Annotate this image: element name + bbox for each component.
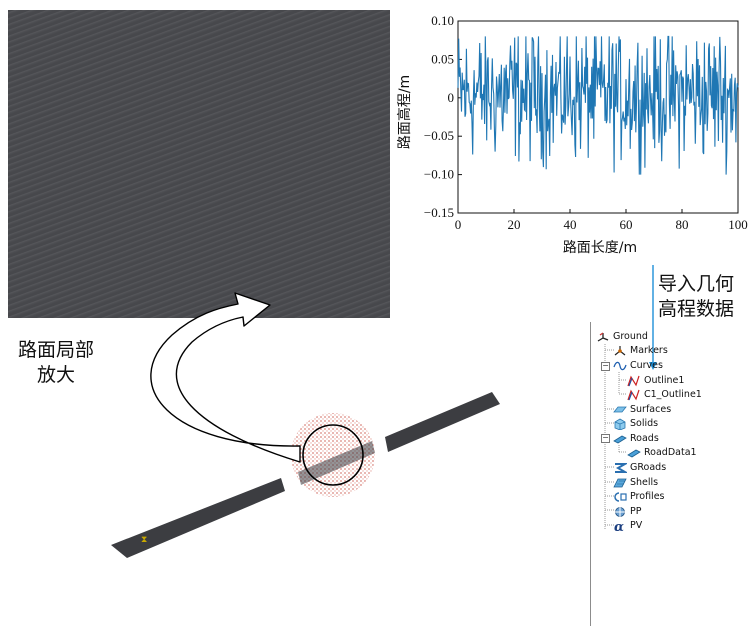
import-caption-line2: 高程数据 [658, 298, 735, 320]
y-tick-label: 0.05 [431, 51, 454, 66]
y-tick-label: −0.10 [424, 167, 454, 182]
tree-label: Ground [613, 331, 648, 342]
roads-expander[interactable]: − [601, 433, 610, 443]
tree-item-outline1[interactable]: Outline1 [627, 374, 684, 387]
outline-icon [627, 389, 640, 400]
zoom-caption-line2: 放大 [36, 364, 75, 386]
tree-item-groads[interactable]: GRoads [613, 461, 666, 474]
tree-label: GRoads [630, 462, 667, 473]
chart-ticks: 0.100.050−0.05−0.10−0.150 20 40 60 80 100 [424, 13, 748, 232]
road-segment-middle [298, 441, 375, 485]
y-axis-label: 路面高程/m [396, 75, 413, 149]
tree-item-pp[interactable]: PP [613, 505, 641, 518]
pp-icon [615, 506, 625, 517]
surfaces-icon [613, 406, 627, 412]
import-caption: 导入几何 高程数据 [658, 272, 750, 322]
tree-item-curves[interactable]: Curves [613, 359, 663, 372]
road-data-icon [627, 449, 641, 457]
y-tick-label: 0 [448, 90, 455, 105]
y-tick-label: −0.15 [424, 205, 454, 220]
outline-icon [627, 375, 640, 386]
tree-item-roads[interactable]: Roads [613, 432, 659, 445]
roads-icon [613, 435, 627, 443]
tree-item-roaddata1[interactable]: RoadData1 [627, 446, 697, 459]
x-axis-label: 路面长度/m [563, 240, 637, 256]
import-arrow-head [649, 362, 657, 370]
shells-icon [613, 478, 627, 487]
tree-item-profiles[interactable]: Profiles [613, 490, 665, 503]
chart-axes [457, 20, 739, 214]
tree-label: Shells [630, 477, 659, 488]
tree-label: PV [630, 520, 643, 531]
marker-glyph: ⧗ [141, 535, 147, 545]
tree-label: Surfaces [630, 404, 672, 415]
tree-label: Markers [630, 345, 668, 356]
elevation-chart: 0.100.050−0.05−0.10−0.150 20 40 60 80 100 路面长… [396, 13, 748, 256]
import-caption-line1: 导入几何 [658, 273, 735, 295]
tree-item-pv[interactable]: α PV [613, 519, 642, 532]
tree-item-surfaces[interactable]: Surfaces [613, 403, 671, 416]
plot-frame [457, 20, 739, 214]
zoom-callout-arrow [150, 292, 301, 463]
zoom-callout-circle [302, 424, 364, 486]
y-tick-label: −0.05 [424, 128, 454, 143]
curves-expander[interactable]: − [601, 361, 610, 371]
x-tick-label: 20 [508, 217, 521, 232]
tree-item-markers[interactable]: Markers [613, 344, 668, 357]
svg-text:α: α [614, 520, 624, 532]
tree-label: Solids [630, 418, 659, 429]
road-segment-left [111, 478, 285, 558]
markers-icon [614, 345, 626, 355]
solids-icon [614, 418, 626, 430]
x-tick-label: 0 [455, 217, 462, 232]
tree-item-solids[interactable]: Solids [613, 417, 658, 430]
groads-icon [615, 462, 627, 473]
zoom-caption: 路面局部 放大 [10, 338, 102, 388]
y-tick-label: 0.10 [431, 13, 454, 28]
tree-item-c1-outline1[interactable]: C1_Outline1 [627, 388, 702, 401]
tree-label: C1_Outline1 [644, 389, 702, 400]
elevation-series-line [457, 35, 739, 175]
x-tick-label: 80 [676, 217, 689, 232]
zoom-caption-line1: 路面局部 [17, 339, 94, 361]
tree-label: Curves [630, 360, 663, 371]
tree-item-shells[interactable]: Shells [613, 476, 658, 489]
tree-label: Profiles [630, 491, 665, 502]
road-zoom-panel [8, 10, 390, 318]
tree-label: Roads [630, 433, 659, 444]
tree-label: RoadData1 [644, 447, 697, 458]
ground-icon [597, 331, 609, 342]
pv-icon: α [614, 520, 624, 532]
model-tree: − − Ground Markers Curves Outline1 C1_Ou… [590, 322, 751, 626]
tree-label: PP [630, 506, 642, 517]
profiles-icon [614, 491, 627, 502]
x-tick-label: 60 [620, 217, 633, 232]
road-segment-right [385, 392, 500, 452]
tree-item-ground[interactable]: Ground [596, 330, 648, 343]
curves-icon [613, 361, 627, 370]
x-tick-label: 100 [728, 217, 748, 232]
x-tick-label: 40 [564, 217, 577, 232]
tree-label: Outline1 [644, 375, 685, 386]
